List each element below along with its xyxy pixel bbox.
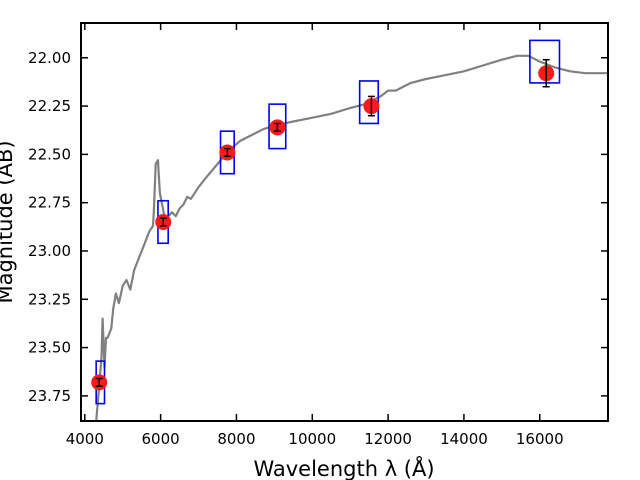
y-tick-label: 22.25: [28, 97, 71, 115]
photometry-point-5: [363, 95, 380, 117]
y-tick-label: 23.00: [28, 242, 71, 260]
x-axis-title: Wavelength λ (Å): [253, 455, 434, 480]
x-tick-label: 14000: [440, 430, 488, 448]
photometry-point-4: [269, 119, 286, 136]
x-tick-label: 10000: [288, 430, 336, 448]
photometry-point-3: [219, 144, 236, 161]
sed-model-curve: [95, 54, 608, 421]
y-tick-label: 23.75: [28, 387, 71, 405]
y-tick-label: 22.75: [28, 194, 71, 212]
photometry-point-6: [538, 58, 555, 88]
plot-frame: [80, 22, 609, 422]
x-tick-label: 8000: [217, 430, 255, 448]
y-tick-label: 22.50: [28, 145, 71, 163]
x-tick-label: 6000: [142, 430, 180, 448]
model-band-box-4: [268, 103, 287, 150]
x-tick-label: 12000: [364, 430, 412, 448]
photometry-point-1: [91, 374, 108, 391]
y-tick-label: 22.00: [28, 49, 71, 67]
model-band-box-6: [529, 39, 561, 84]
y-axis-title: Magnitude (AB): [0, 140, 17, 303]
y-tick-label: 23.25: [28, 290, 71, 308]
photometry-point-2: [155, 214, 172, 230]
y-tick-label: 23.50: [28, 339, 71, 357]
x-tick-label: 4000: [66, 430, 104, 448]
x-tick-label: 16000: [516, 430, 564, 448]
